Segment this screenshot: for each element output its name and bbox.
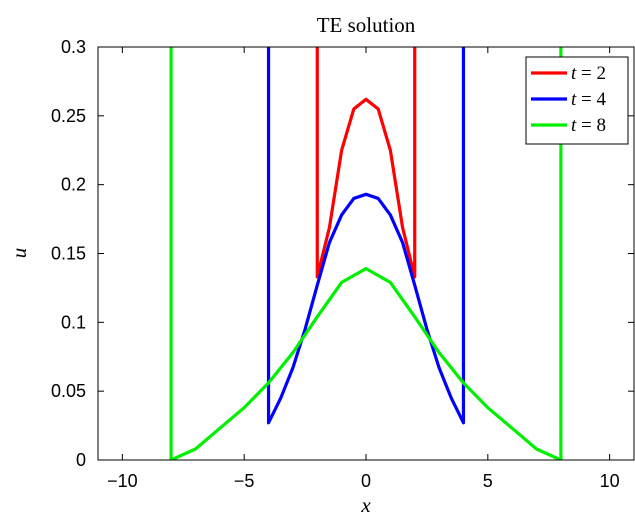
chart-title: TE solution: [317, 13, 416, 37]
series-line-1: [266, 47, 466, 425]
legend-label-2: t = 8: [571, 115, 606, 136]
series-line-2: [169, 47, 563, 460]
x-tick-label: 10: [600, 471, 620, 491]
series-line-0: [315, 47, 417, 279]
x-tick-label: 0: [361, 471, 371, 491]
y-tick-label: 0.1: [61, 312, 86, 332]
series-group: [169, 47, 563, 460]
y-tick-label: 0: [76, 450, 86, 470]
x-tick-label: 5: [483, 471, 493, 491]
plot-area: −10 −5 0 5 10 0 0.05 0.1 0.15 0.2 0.25 0.3: [51, 37, 635, 491]
y-tick-label: 0.3: [61, 37, 86, 57]
x-axis-label: x: [360, 493, 371, 517]
y-tick-label: 0.25: [51, 106, 86, 126]
legend: t = 2 t = 4 t = 8: [525, 56, 629, 145]
y-tick-label: 0.2: [61, 175, 86, 195]
x-tick-label: −10: [107, 471, 138, 491]
y-tick-label: 0.05: [51, 381, 86, 401]
legend-label-0: t = 2: [571, 63, 606, 84]
y-axis-label: u: [7, 248, 31, 259]
ticks-group: −10 −5 0 5 10 0 0.05 0.1 0.15 0.2 0.25 0.3: [51, 37, 634, 491]
y-tick-label: 0.15: [51, 244, 86, 264]
legend-label-1: t = 4: [571, 89, 606, 110]
x-tick-label: −5: [234, 471, 255, 491]
